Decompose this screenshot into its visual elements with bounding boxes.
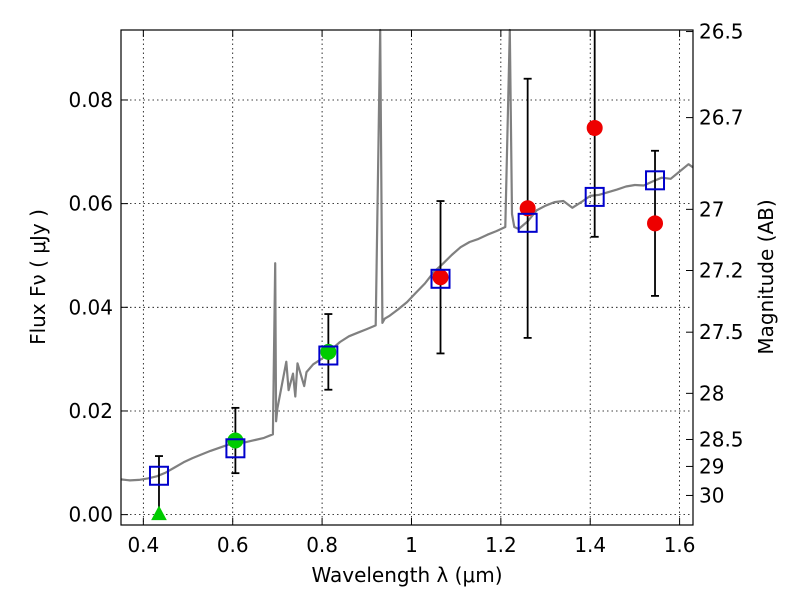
x-tick-label: 1.2 — [485, 533, 517, 557]
y-axis-title: Flux Fν ( μJy ) — [26, 209, 50, 345]
observed-point — [647, 215, 664, 232]
x-tick-label: 0.8 — [306, 533, 338, 557]
model-photometry-point — [584, 186, 605, 207]
y-tick-label: 0.00 — [68, 503, 113, 527]
right-tick-label: 28.5 — [699, 427, 744, 451]
model-photometry-point — [517, 212, 538, 233]
marker-layer — [148, 119, 666, 521]
right-tick-label: 26.7 — [699, 106, 744, 130]
observed-point — [586, 119, 603, 136]
model-photometry-point — [318, 345, 339, 366]
x-axis-ticks: 0.4 0.6 0.8 1 1.2 1.4 1.6 — [127, 30, 696, 557]
x-axis-title: Wavelength λ (μm) — [311, 563, 502, 587]
upper-limit-marker — [151, 505, 167, 521]
y-tick-label: 0.06 — [68, 192, 113, 216]
right-tick-label: 26.5 — [699, 20, 744, 44]
observed-point — [519, 200, 536, 217]
right-tick-label: 27 — [699, 197, 724, 221]
x-tick-label: 1.6 — [664, 533, 696, 557]
x-tick-label: 1.4 — [574, 533, 606, 557]
right-tick-label: 30 — [699, 483, 724, 507]
x-tick-label: 1 — [405, 533, 418, 557]
model-photometry-point — [645, 170, 666, 191]
model-photometry-point — [148, 465, 169, 486]
observed-point — [320, 343, 337, 360]
observed-point — [432, 269, 449, 286]
right-tick-label: 27.2 — [699, 259, 744, 283]
observed-point — [227, 432, 244, 449]
grid — [121, 30, 693, 525]
y-tick-label: 0.04 — [68, 295, 113, 319]
plot-frame — [120, 29, 694, 526]
y-tick-label: 0.08 — [68, 88, 113, 112]
x-tick-label: 0.4 — [127, 533, 159, 557]
x-tick-label: 0.6 — [217, 533, 249, 557]
right-tick-label: 28 — [699, 381, 724, 405]
right-tick-label: 27.5 — [699, 320, 744, 344]
y-tick-label: 0.02 — [68, 399, 113, 423]
right-axis-ticks: 26.5 26.7 27 27.2 27.5 28 28.5 29 30 — [686, 20, 744, 507]
model-photometry-point — [430, 268, 451, 289]
y-axis-ticks: 0.00 0.02 0.04 0.06 0.08 — [68, 88, 128, 527]
model-photometry-point — [225, 438, 246, 459]
right-axis-title: Magnitude (AB) — [754, 199, 778, 354]
plot-background — [121, 30, 693, 525]
right-tick-label: 29 — [699, 454, 724, 478]
